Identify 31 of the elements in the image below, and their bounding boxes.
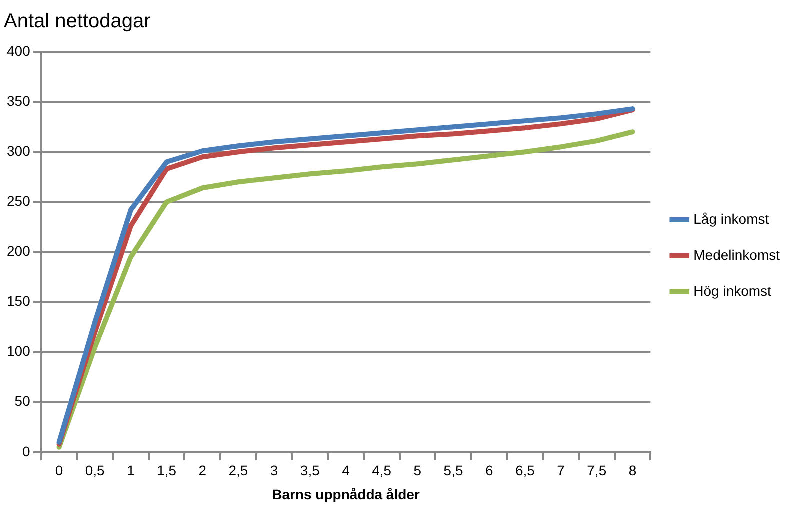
x-tick-label: 0,5 bbox=[85, 462, 106, 479]
y-tick-label: 0 bbox=[22, 443, 31, 460]
x-tick-label: 3,5 bbox=[300, 462, 320, 479]
x-tick-label: 7 bbox=[557, 462, 566, 479]
x-tick-label: 2 bbox=[198, 462, 207, 479]
x-tick-label: 8 bbox=[628, 462, 637, 479]
x-tick-label: 6 bbox=[485, 462, 494, 479]
x-tick-label: 5 bbox=[414, 462, 422, 479]
y-tick-label: 200 bbox=[7, 243, 31, 260]
x-axis-title: Barns uppnådda ålder bbox=[272, 486, 420, 502]
legend-label: Medelinkomst bbox=[694, 246, 780, 263]
legend-label: Låg inkomst bbox=[694, 210, 770, 227]
y-tick-label: 50 bbox=[14, 393, 31, 410]
y-tick-label: 150 bbox=[7, 293, 31, 310]
y-tick-label: 100 bbox=[7, 343, 31, 360]
y-tick-label: 400 bbox=[7, 42, 31, 59]
legend-label: Hög inkomst bbox=[694, 282, 772, 299]
x-tick-label: 7,5 bbox=[587, 462, 607, 479]
y-tick-label: 250 bbox=[7, 193, 31, 210]
y-tick-label: 300 bbox=[7, 142, 31, 159]
x-tick-label: 2,5 bbox=[228, 462, 248, 479]
x-tick-label: 4,5 bbox=[372, 462, 392, 479]
x-tick-label: 6,5 bbox=[515, 462, 536, 479]
x-tick-label: 1,5 bbox=[157, 462, 177, 479]
x-tick-label: 1 bbox=[127, 462, 136, 479]
y-tick-label: 350 bbox=[7, 92, 31, 109]
x-tick-label: 0 bbox=[55, 462, 64, 479]
chart-title: Antal nettodagar bbox=[4, 10, 152, 33]
x-tick-label: 4 bbox=[342, 462, 350, 479]
x-tick-label: 5,5 bbox=[444, 462, 464, 479]
x-tick-label: 3 bbox=[270, 462, 278, 479]
